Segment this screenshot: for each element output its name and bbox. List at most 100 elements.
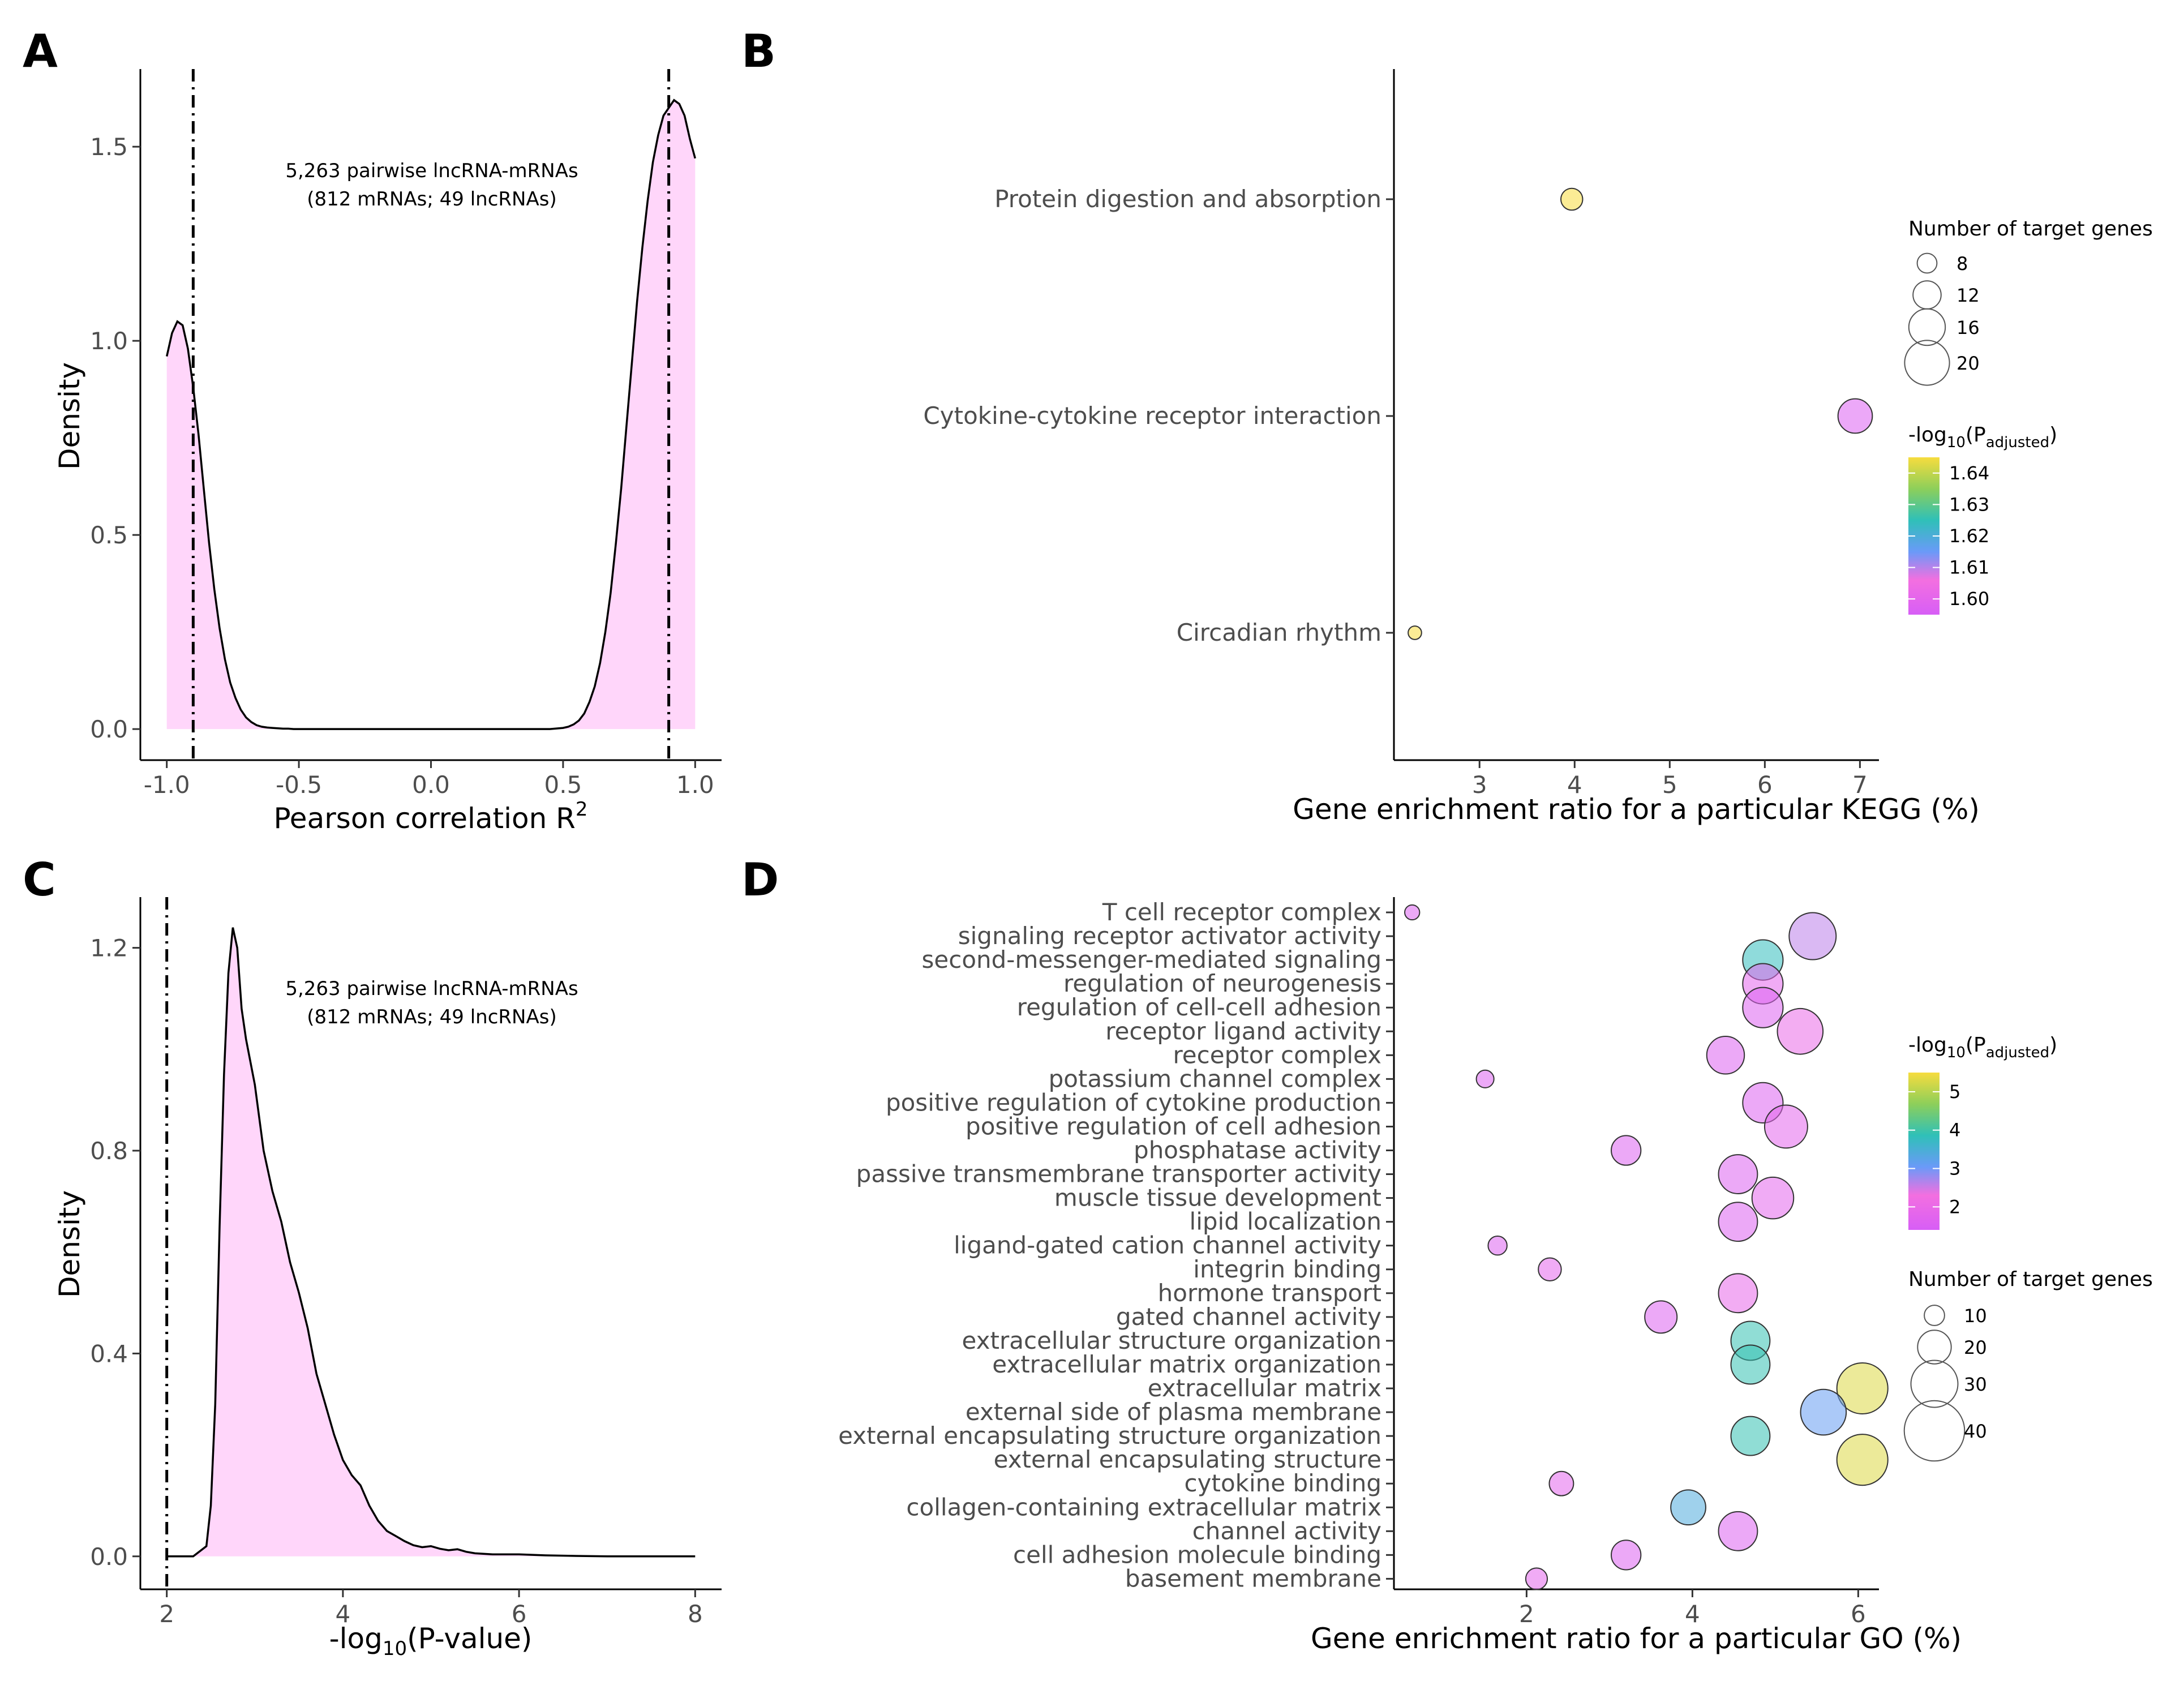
x-tick-label: 5 xyxy=(1662,771,1677,799)
colorbar-label: 4 xyxy=(1949,1120,1960,1141)
category-label: regulation of neurogenesis xyxy=(1063,970,1381,997)
category-label: external encapsulating structure xyxy=(994,1446,1381,1473)
panel-c-y-ticks: 0.0 0.4 0.8 1.2 xyxy=(90,934,140,1571)
data-point xyxy=(1408,625,1422,640)
x-tick-label: 1.0 xyxy=(676,771,714,799)
category-label: positive regulation of cell adhesion xyxy=(966,1112,1381,1140)
panel-d-colorbar xyxy=(1908,1073,1940,1230)
panel-d-points xyxy=(1404,904,1889,1590)
x-tick-label: 4 xyxy=(336,1600,351,1628)
category-label: extracellular matrix organization xyxy=(992,1350,1381,1378)
panel-a-y-ticks: 0.0 0.5 1.0 1.5 xyxy=(90,133,140,743)
size-legend-circle xyxy=(1903,1400,1966,1462)
y-tick-label: 0.8 xyxy=(90,1137,128,1165)
category-label: cell adhesion molecule binding xyxy=(1013,1541,1381,1568)
colorbar-label: 1.61 xyxy=(1949,557,1989,578)
size-legend-circle xyxy=(1910,1360,1959,1408)
colorbar-label: 1.60 xyxy=(1949,588,1989,610)
category-label: T cell receptor complex xyxy=(1102,898,1381,926)
panel-b-size-legend-title: Number of target genes xyxy=(1908,217,2153,241)
size-legend-circle xyxy=(1917,1330,1952,1365)
panel-d-size-legend: 10 20 30 40 xyxy=(1903,1305,1987,1462)
data-point xyxy=(1751,1176,1795,1220)
size-legend-circle xyxy=(1912,280,1942,310)
x-tick-label: 6 xyxy=(1851,1600,1866,1628)
size-legend-circle xyxy=(1916,252,1938,274)
panel-b-category-labels: Protein digestion and absorption Cytokine… xyxy=(923,185,1394,646)
x-tick-label: 0.0 xyxy=(412,771,450,799)
category-label: passive transmembrane transporter activi… xyxy=(856,1160,1381,1188)
data-point xyxy=(1837,398,1873,434)
data-point xyxy=(1706,1036,1745,1075)
x-tick-label: 4 xyxy=(1567,771,1582,799)
x-tick-label: -1.0 xyxy=(144,771,190,799)
panel-a-threshold-lines xyxy=(191,69,671,760)
category-label: signaling receptor activator activity xyxy=(958,922,1381,950)
size-legend-label: 12 xyxy=(1956,285,1980,306)
panel-label-d: D xyxy=(741,854,779,906)
colorbar-label: 5 xyxy=(1949,1081,1960,1103)
category-label: channel activity xyxy=(1192,1517,1381,1545)
y-tick-label: 0.4 xyxy=(90,1340,128,1367)
colorbar-label: 1.63 xyxy=(1949,494,1989,515)
panel-c-annotation-line1: 5,263 pairwise lncRNA-mRNAs xyxy=(285,977,578,1000)
colorbar-label: 3 xyxy=(1949,1158,1960,1180)
data-point xyxy=(1718,1202,1758,1242)
category-label: collagen-containing extracellular matrix xyxy=(906,1493,1381,1521)
size-legend-label: 30 xyxy=(1964,1374,1987,1395)
size-legend-label: 10 xyxy=(1964,1305,1987,1327)
panel-c-x-ticks: 2 4 6 8 xyxy=(159,1589,703,1628)
panel-label-c: C xyxy=(23,854,56,906)
panel-a-x-axis-title: Pearson correlation R2 xyxy=(273,798,587,835)
x-tick-label: 6 xyxy=(1757,771,1773,799)
data-point xyxy=(1718,1511,1758,1551)
data-point xyxy=(1475,1069,1495,1088)
data-point xyxy=(1538,1257,1562,1282)
data-point xyxy=(1800,1388,1847,1436)
panel-c-y-axis-title: Density xyxy=(53,1190,86,1298)
category-label: hormone transport xyxy=(1158,1279,1381,1307)
data-point xyxy=(1788,912,1837,960)
x-tick-label: -0.5 xyxy=(276,771,322,799)
data-point xyxy=(1777,1007,1824,1055)
x-tick-label: 4 xyxy=(1685,1600,1700,1628)
category-label: receptor complex xyxy=(1173,1041,1381,1069)
category-label: Cytokine-cytokine receptor interaction xyxy=(923,402,1381,430)
data-point xyxy=(1644,1300,1678,1334)
panel-a-annotation-line1: 5,263 pairwise lncRNA-mRNAs xyxy=(285,160,578,182)
category-label: basement membrane xyxy=(1125,1564,1381,1592)
size-legend-label: 20 xyxy=(1964,1337,1987,1358)
category-label: potassium channel complex xyxy=(1049,1065,1381,1092)
panel-c-density-plot: 2 4 6 8 0.0 0.4 0.8 1.2 5,263 pairwise lncRNA-… xyxy=(53,897,722,1660)
x-tick-label: 0.5 xyxy=(544,771,582,799)
data-point xyxy=(1611,1540,1642,1571)
data-point xyxy=(1742,987,1784,1028)
category-label: lipid localization xyxy=(1190,1208,1381,1236)
data-point xyxy=(1560,187,1584,211)
y-tick-label: 1.0 xyxy=(90,327,128,355)
panel-a-density-plot: -1.0 -0.5 0.0 0.5 1.0 0.0 0.5 1.0 1.5 5,263 pai… xyxy=(53,69,722,835)
data-point xyxy=(1718,1273,1758,1314)
panel-a-y-axis-title: Density xyxy=(53,362,86,470)
category-label: extracellular matrix xyxy=(1148,1374,1381,1402)
category-label: external side of plasma membrane xyxy=(966,1398,1381,1426)
panel-b-x-ticks: 3 4 5 6 7 xyxy=(1472,760,1868,799)
panel-b-size-legend: 8 12 16 20 xyxy=(1904,252,1980,386)
data-point xyxy=(1836,1434,1889,1486)
a-density-fill xyxy=(166,100,696,730)
panel-d-colorbar-ticks: 2 3 4 5 xyxy=(1908,1081,1960,1217)
data-point xyxy=(1525,1567,1548,1590)
category-label: muscle tissue development xyxy=(1054,1184,1381,1212)
panel-a-annotation-line2: (812 mRNAs; 49 lncRNAs) xyxy=(307,188,556,211)
panel-b-kegg-dot-plot: Protein digestion and absorption Cytokine… xyxy=(923,69,2153,826)
data-point xyxy=(1836,1362,1889,1415)
panel-b-x-axis-title: Gene enrichment ratio for a particular K… xyxy=(1293,793,1980,826)
category-label: extracellular structure organization xyxy=(962,1327,1381,1354)
category-label: receptor ligand activity xyxy=(1105,1017,1381,1045)
panel-c-x-axis-title: -log10(P-value) xyxy=(329,1622,533,1660)
panel-c-annotation-line2: (812 mRNAs; 49 lncRNAs) xyxy=(307,1006,556,1028)
category-label: external encapsulating structure organiz… xyxy=(838,1422,1381,1450)
category-label: phosphatase activity xyxy=(1134,1137,1381,1164)
